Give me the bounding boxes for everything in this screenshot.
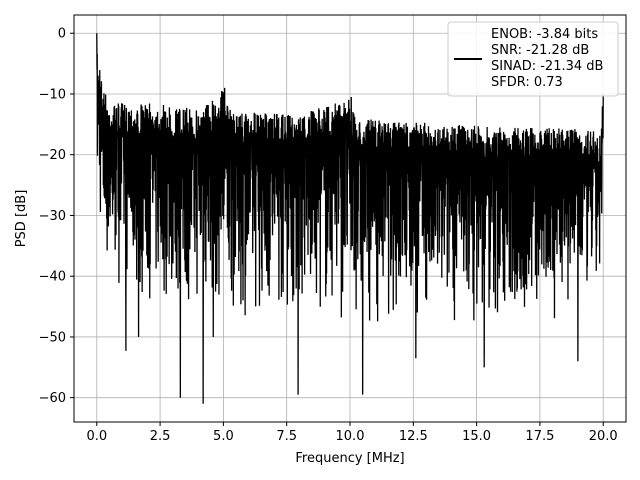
x-tick-label: 0.0 [86, 429, 107, 444]
x-axis-ticks: 0.0 2.5 5.0 7.5 10.0 12.5 15.0 17.5 20.0 [86, 422, 618, 444]
y-tick-label: −30 [39, 209, 66, 224]
legend-snr: SNR: -21.28 dB [491, 43, 589, 58]
x-tick-label: 20.0 [589, 429, 618, 444]
legend-box [447, 21, 619, 97]
legend-enob: ENOB: -3.84 bits [491, 27, 598, 42]
y-tick-label: 0 [58, 27, 66, 42]
x-tick-label: 12.5 [399, 429, 428, 444]
y-tick-label: −50 [39, 330, 66, 345]
x-axis-label: Frequency [MHz] [295, 451, 404, 466]
x-tick-label: 7.5 [276, 429, 297, 444]
x-tick-label: 17.5 [525, 429, 554, 444]
legend: ENOB: -3.84 bits SNR: -21.28 dB SINAD: -… [447, 21, 619, 97]
x-tick-label: 2.5 [150, 429, 171, 444]
y-tick-label: −40 [39, 270, 66, 285]
x-tick-label: 5.0 [213, 429, 234, 444]
y-axis-ticks: 0 −10 −20 −30 −40 −50 −60 [39, 27, 74, 406]
legend-sfdr: SFDR: 0.73 [491, 75, 563, 90]
x-tick-label: 10.0 [336, 429, 365, 444]
y-tick-label: −20 [39, 148, 66, 163]
series-line-psd [96, 33, 604, 404]
y-tick-label: −10 [39, 87, 66, 102]
legend-sinad: SINAD: -21.34 dB [491, 59, 603, 74]
series-psd [96, 33, 604, 404]
y-tick-label: −60 [39, 391, 66, 406]
y-axis-label: PSD [dB] [14, 190, 29, 248]
x-tick-label: 15.0 [462, 429, 491, 444]
